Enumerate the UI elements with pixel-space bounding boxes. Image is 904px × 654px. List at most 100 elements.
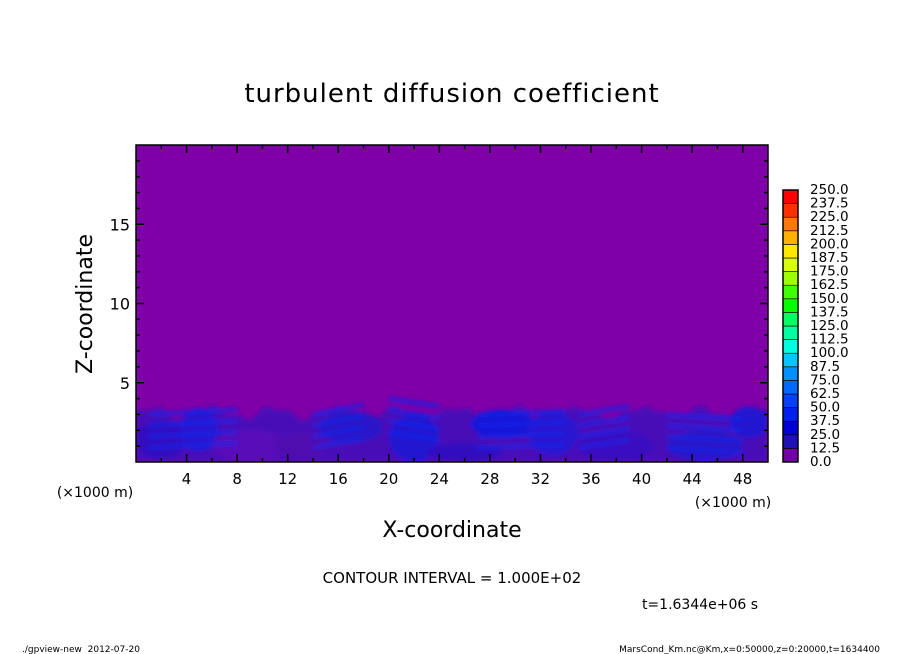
colorbar-label: 162.5 [810, 277, 849, 293]
colorbar-label: 150.0 [810, 291, 849, 307]
colorbar-label: 200.0 [810, 236, 849, 252]
y-tick-label: 5 [120, 374, 130, 393]
colorbar-swatch [782, 230, 799, 245]
colorbar-label: 125.0 [810, 318, 849, 334]
x-axis-label: X-coordinate [382, 518, 521, 543]
eddy-streak [578, 405, 630, 416]
colorbar-label: 0.0 [810, 454, 831, 470]
colorbar-swatch [782, 203, 799, 218]
eddy-streak [388, 419, 440, 431]
colorbar-swatch [782, 393, 799, 408]
colorbar-label: 237.5 [810, 196, 849, 212]
turbulent-eddy [578, 430, 655, 462]
turbulent-eddy [319, 411, 383, 443]
colorbar-swatch [782, 434, 799, 449]
y-axis-label: Z-coordinate [73, 234, 98, 374]
eddy-streak [666, 435, 743, 443]
colorbar-label: 75.0 [810, 372, 840, 388]
eddy-streak [477, 443, 566, 450]
colorbar-swatch [782, 420, 799, 436]
turbulent-eddy [275, 433, 326, 459]
eddy-streak [666, 424, 743, 432]
colorbar-label: 50.0 [810, 400, 840, 416]
colorbar-swatch [782, 380, 799, 395]
chart-title: turbulent diffusion coefficient [244, 79, 659, 109]
colorbar-label: 137.5 [810, 304, 849, 320]
footer-right: MarsCond_Km.nc@Km,x=0:50000,z=0:20000,t=… [619, 645, 880, 654]
eddy-streak [312, 403, 364, 416]
colorbar-label: 100.0 [810, 345, 849, 361]
eddy-streak [578, 416, 630, 428]
x-tick-label: 32 [531, 470, 550, 488]
eddy-streak [388, 430, 440, 442]
time-label: t=1.6344e+06 s [642, 597, 758, 613]
turbulent-eddy [628, 411, 680, 431]
colorbar-label: 175.0 [810, 264, 849, 280]
eddy-streak [148, 419, 238, 428]
eddy-streak [312, 425, 364, 439]
colorbar-label: 25.0 [810, 427, 840, 443]
eddy-streak [312, 414, 364, 428]
eddy-streak [477, 431, 566, 439]
x-tick-label: 44 [683, 470, 702, 488]
eddy-streak [312, 436, 364, 450]
x-unit-left: (×1000 m) [57, 485, 133, 501]
colorbar-label: 62.5 [810, 386, 840, 402]
colorbar-swatch [782, 298, 799, 313]
colorbar-frame [782, 189, 799, 463]
x-tick-label: 40 [632, 470, 651, 488]
y-tick-label: 10 [110, 295, 130, 314]
y-tick-label: 15 [110, 215, 130, 234]
colorbar-swatch [782, 244, 799, 259]
colorbar-swatch [782, 257, 799, 272]
x-tick-label: 16 [329, 470, 348, 488]
x-tick-label: 24 [430, 470, 449, 488]
eddy-streak [578, 438, 630, 450]
colorbar-label: 37.5 [810, 413, 840, 429]
colorbar-label: 187.5 [810, 250, 849, 266]
colorbar-swatch [782, 366, 799, 381]
x-tick-label: 12 [278, 470, 297, 488]
eddy-streak [148, 430, 238, 439]
colorbar-swatch [782, 325, 799, 340]
x-unit-right: (×1000 m) [695, 495, 771, 511]
eddy-streak [148, 408, 238, 416]
colorbar-swatch [782, 312, 799, 327]
turbulent-eddy [180, 408, 219, 453]
colorbar-swatch [782, 339, 799, 354]
x-tick-label: 20 [379, 470, 398, 488]
eddy-streak [578, 427, 630, 439]
colorbar-swatch [782, 448, 799, 463]
eddy-streak [477, 420, 566, 428]
eddy-streak [148, 441, 238, 450]
x-tick-label: 28 [480, 470, 499, 488]
turbulent-eddy [666, 430, 743, 462]
colorbar-label: 250.0 [810, 182, 849, 198]
x-tick-label: 4 [182, 470, 192, 488]
contour-interval: CONTOUR INTERVAL = 1.000E+02 [323, 569, 582, 587]
eddy-streak [477, 409, 566, 416]
footer-left: ./gpview-new 2012-07-20 [22, 645, 140, 654]
plot-field [136, 145, 768, 462]
x-tick-label: 36 [581, 470, 600, 488]
boundary-layer [136, 397, 768, 462]
colorbar-label: 87.5 [810, 359, 840, 375]
eddy-streak [388, 397, 440, 409]
colorbar-swatch [782, 271, 799, 286]
turbulent-eddy [730, 406, 768, 439]
eddy-streak [666, 412, 743, 421]
colorbar-label: 212.5 [810, 223, 849, 239]
x-tick-label: 8 [232, 470, 242, 488]
turbulent-eddy [136, 420, 187, 459]
colorbar-swatch [782, 407, 799, 422]
colorbar-swatch [782, 189, 799, 204]
eddy-streak [388, 408, 440, 420]
eddy-streak [666, 446, 743, 454]
field-background [136, 145, 768, 462]
colorbar: 0.012.525.037.550.062.575.087.5100.0112.… [782, 182, 849, 470]
x-tick-label: 48 [733, 470, 752, 488]
turbulent-eddy [211, 430, 288, 462]
colorbar-label: 225.0 [810, 209, 849, 225]
colorbar-label: 12.5 [810, 440, 840, 456]
